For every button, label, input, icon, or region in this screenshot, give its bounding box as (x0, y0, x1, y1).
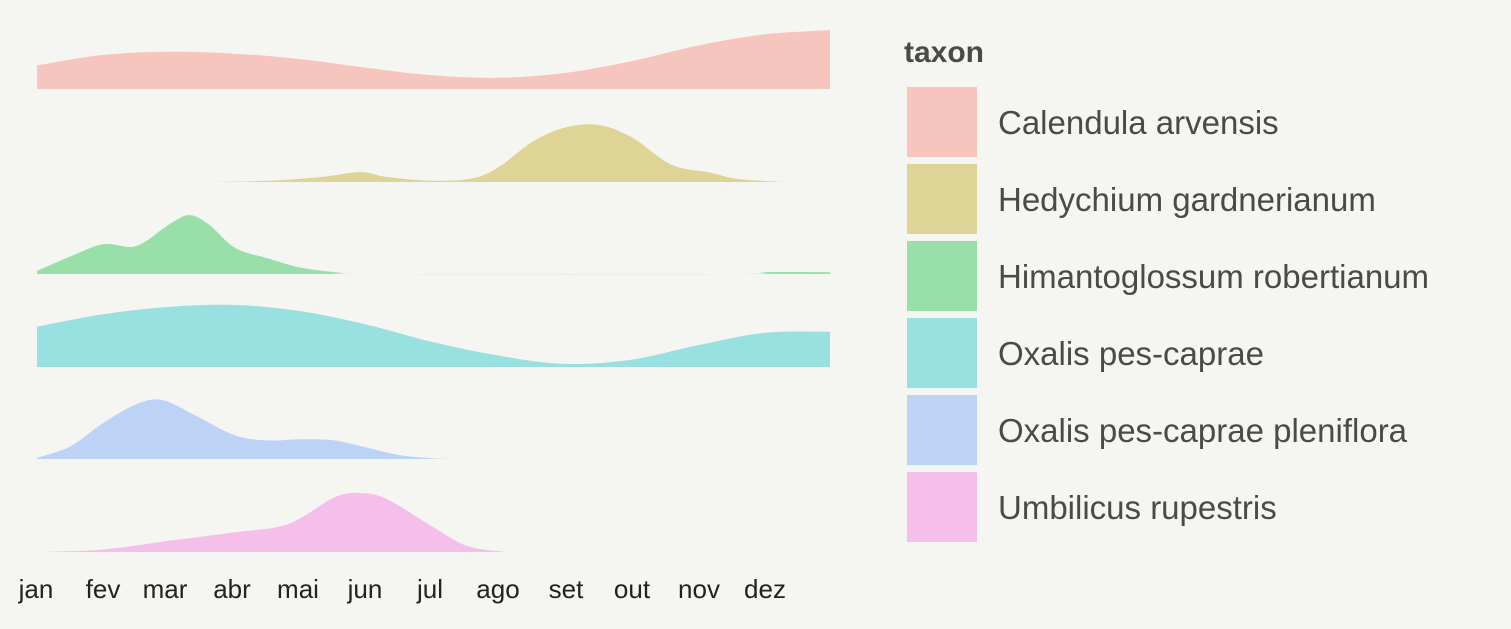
x-tick-label-jun: jun (347, 574, 383, 604)
x-tick-label-mai: mai (277, 574, 319, 604)
legend-label-5: Oxalis pes-caprae pleniflora (998, 412, 1408, 449)
legend-label-6: Umbilicus rupestris (998, 489, 1277, 526)
legend-key-3 (907, 241, 977, 311)
ridge-area-group (37, 30, 830, 553)
legend: taxon Calendula arvensis Hedychium gardne… (904, 36, 1429, 542)
ridge-area-6 (43, 492, 520, 553)
x-tick-label-set: set (549, 574, 584, 604)
legend-items: Calendula arvensis Hedychium gardnerianum… (907, 87, 1429, 542)
ridge-area-3 (37, 215, 830, 275)
legend-key-2 (907, 164, 977, 234)
ridge-area-2 (208, 124, 784, 182)
legend-key-5 (907, 395, 977, 465)
legend-label-4: Oxalis pes-caprae (998, 335, 1264, 372)
legend-key-4 (907, 318, 977, 388)
legend-label-2: Hedychium gardnerianum (998, 181, 1376, 218)
legend-label-1: Calendula arvensis (998, 104, 1279, 141)
x-tick-label-jan: jan (18, 574, 54, 604)
x-axis: jan fev mar abr mai jun jul ago set out nov dez (18, 574, 786, 604)
x-tick-label-mar: mar (143, 574, 188, 604)
x-tick-label-fev: fev (86, 574, 121, 604)
x-tick-label-abr: abr (213, 574, 251, 604)
legend-title: taxon (904, 36, 984, 69)
legend-key-1 (907, 87, 977, 157)
x-tick-label-nov: nov (678, 574, 720, 604)
x-tick-label-jul: jul (416, 574, 443, 604)
legend-label-3: Himantoglossum robertianum (998, 258, 1429, 295)
legend-key-6 (907, 472, 977, 542)
x-tick-label-ago: ago (476, 574, 519, 604)
x-tick-label-out: out (614, 574, 651, 604)
ridge-area-5 (37, 399, 454, 459)
ridge-area-4 (37, 304, 830, 367)
ridge-area-1 (37, 30, 830, 90)
x-tick-label-dez: dez (744, 574, 786, 604)
